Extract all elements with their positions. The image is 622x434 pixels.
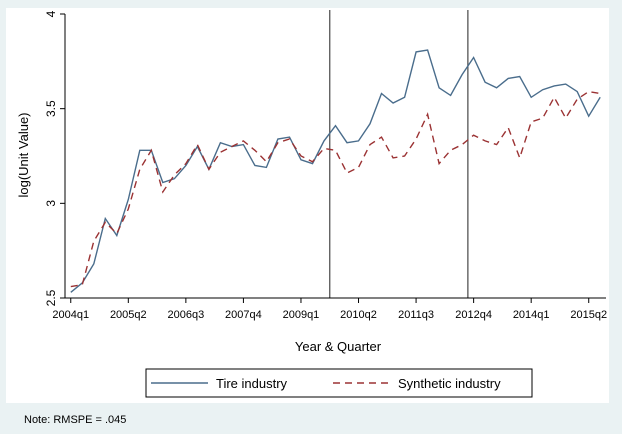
y-axis-title: log(Unit Value) bbox=[16, 112, 31, 197]
x-axis-title: Year & Quarter bbox=[295, 339, 382, 354]
plot-area bbox=[65, 10, 606, 298]
legend: Tire industry Synthetic industry bbox=[145, 368, 533, 398]
note-text: Note: RMSPE = .045 bbox=[24, 414, 126, 426]
y-tick-label: 3.5 bbox=[44, 100, 58, 117]
axes: 2.5 3 3.5 4 2004q1 2005q2 2006q3 2007q4 2009q1 20… bbox=[44, 10, 607, 321]
x-tick-label: 2011q3 bbox=[398, 309, 434, 321]
x-tick-label: 2009q1 bbox=[283, 309, 320, 321]
legend-label-tire-industry: Tire industry bbox=[216, 376, 288, 391]
x-tick-label: 2007q4 bbox=[225, 309, 262, 321]
y-tick-label: 4 bbox=[44, 10, 58, 17]
plot-background bbox=[65, 14, 606, 298]
x-tick-label: 2004q1 bbox=[52, 309, 89, 321]
x-tick-label: 2006q3 bbox=[168, 309, 205, 321]
series-line-tire-industry bbox=[70, 49, 601, 293]
x-tick-label: 2012q4 bbox=[455, 309, 492, 321]
legend-label-synthetic-industry: Synthetic industry bbox=[398, 376, 501, 391]
x-tick-label: 2005q2 bbox=[110, 309, 147, 321]
y-tick-label: 3 bbox=[44, 200, 58, 207]
y-tick-label: 2.5 bbox=[44, 289, 58, 306]
x-tick-label: 2010q2 bbox=[340, 309, 377, 321]
x-tick-label: 2015q2 bbox=[570, 309, 607, 321]
x-tick-label: 2014q1 bbox=[513, 309, 550, 321]
